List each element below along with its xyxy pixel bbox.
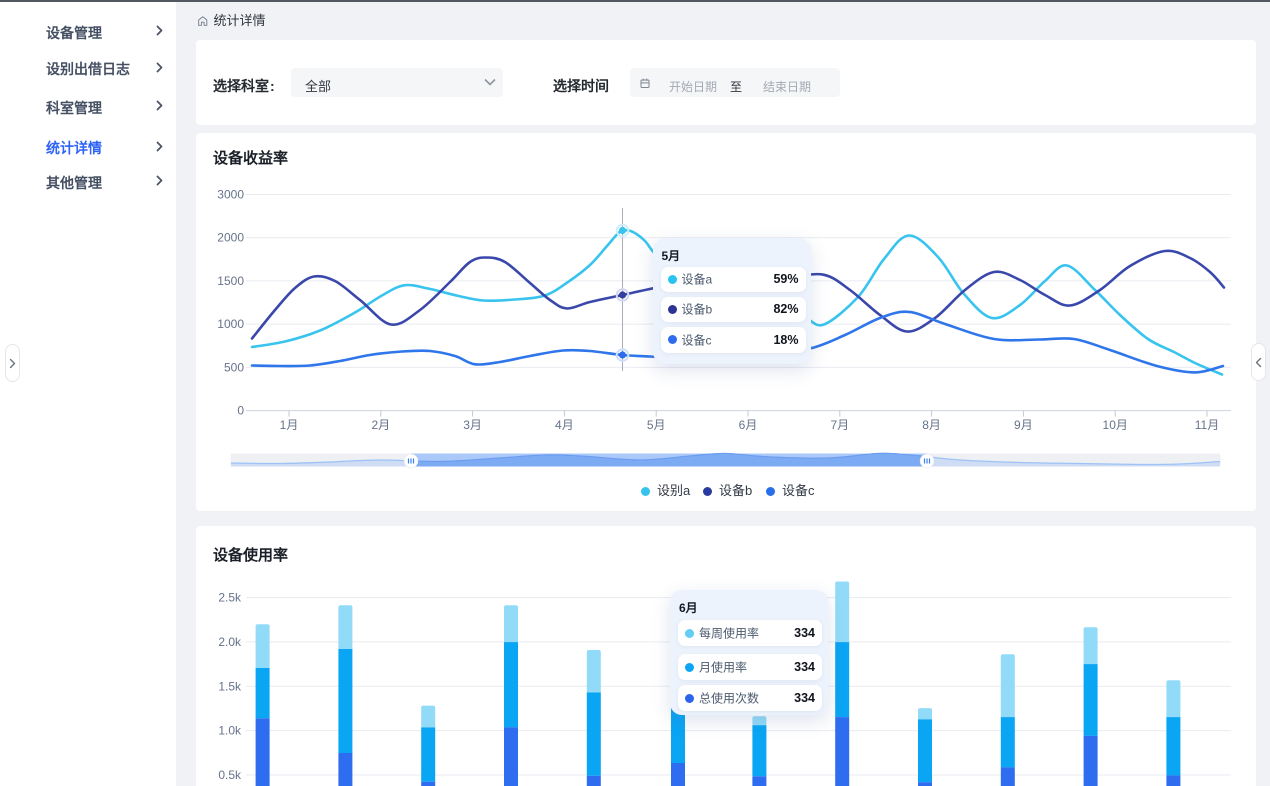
svg-text:10月: 10月 — [1103, 418, 1128, 432]
svg-text:1.0k: 1.0k — [218, 724, 242, 738]
svg-text:2.5k: 2.5k — [218, 591, 242, 605]
svg-text:2.0k: 2.0k — [218, 635, 242, 649]
svg-text:3000: 3000 — [217, 188, 244, 202]
svg-text:3月: 3月 — [463, 418, 482, 432]
svg-text:11月: 11月 — [1195, 418, 1219, 432]
svg-text:7月: 7月 — [830, 418, 849, 432]
svg-text:8月: 8月 — [922, 418, 941, 432]
svg-text:0.5k: 0.5k — [218, 768, 242, 782]
svg-text:5月: 5月 — [647, 418, 666, 432]
svg-text:1.5k: 1.5k — [218, 679, 242, 693]
svg-text:4月: 4月 — [555, 418, 574, 432]
svg-text:1500: 1500 — [217, 274, 244, 288]
svg-text:0: 0 — [237, 404, 244, 418]
svg-text:9月: 9月 — [1014, 418, 1033, 432]
svg-text:6月: 6月 — [739, 418, 758, 432]
svg-text:1000: 1000 — [217, 317, 244, 331]
svg-text:2000: 2000 — [217, 231, 244, 245]
svg-text:500: 500 — [224, 360, 244, 374]
svg-text:1月: 1月 — [280, 418, 299, 432]
svg-text:2月: 2月 — [371, 418, 390, 432]
